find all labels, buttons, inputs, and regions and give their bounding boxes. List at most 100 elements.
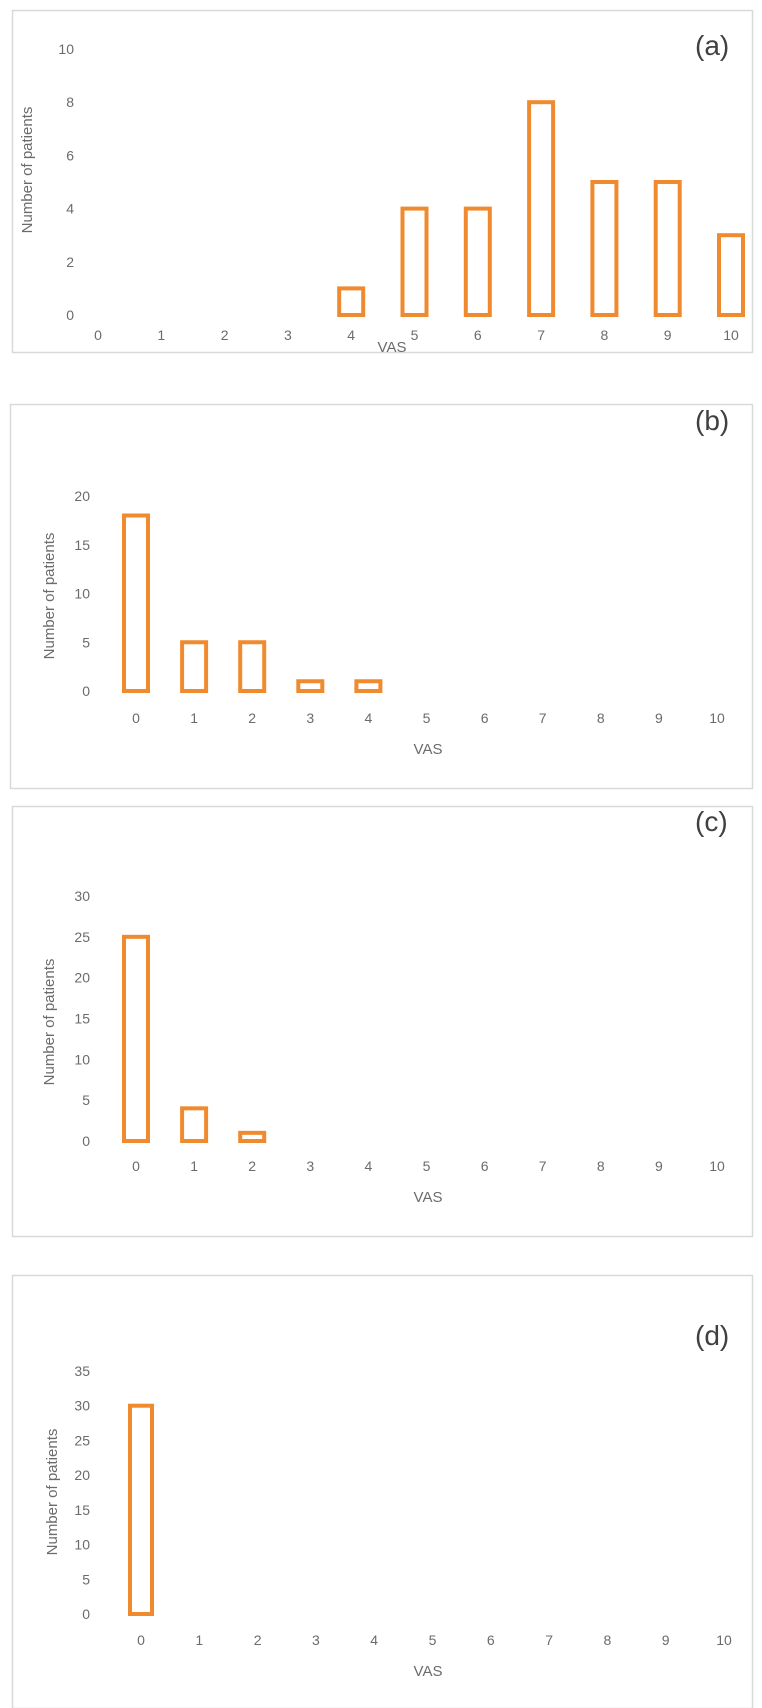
- y-tick-label: 8: [66, 94, 74, 110]
- bar-0: [122, 934, 150, 1143]
- bar-6: [463, 206, 492, 318]
- x-tick-label: 10: [709, 710, 725, 726]
- y-tick-label: 25: [74, 929, 90, 945]
- y-tick-label: 10: [74, 1537, 90, 1553]
- y-tick-label: 10: [74, 1051, 90, 1067]
- y-tick-label: 0: [66, 307, 74, 323]
- x-tick-label: 2: [221, 327, 229, 343]
- x-tick-label: 7: [537, 327, 545, 343]
- bar-2: [238, 1130, 267, 1144]
- y-tick-label: 20: [74, 1467, 90, 1483]
- chart-panel-d: (d) 0 5 10 15 20 25 30 35 Number of patients 0 1 2 3 4…: [11, 1274, 754, 1708]
- bar-1: [180, 1106, 209, 1144]
- chart-frame: [9, 403, 754, 790]
- x-tick-label: 9: [662, 1632, 670, 1648]
- bar-7: [527, 100, 556, 317]
- y-axis-title: Number of patients: [44, 1429, 61, 1556]
- y-tick-label: 30: [74, 1398, 90, 1414]
- y-tick-label: 15: [74, 537, 90, 553]
- y-tick-label: 5: [82, 1571, 90, 1587]
- y-tick-label: 30: [74, 888, 90, 904]
- x-axis-title: VAS: [414, 741, 443, 758]
- bar-10: [717, 233, 745, 317]
- bar-0: [128, 1403, 154, 1616]
- y-tick-label: 35: [74, 1363, 90, 1379]
- y-tick-label: 2: [66, 254, 74, 270]
- x-tick-label: 3: [284, 327, 292, 343]
- y-tick-label: 4: [66, 201, 74, 217]
- x-tick-label: 9: [655, 1158, 663, 1174]
- x-tick-label: 2: [248, 710, 256, 726]
- x-tick-label: 1: [190, 1158, 198, 1174]
- y-tick-label: 20: [74, 488, 90, 504]
- panel-label: (c): [695, 806, 728, 837]
- x-tick-label: 6: [474, 327, 482, 343]
- bar-2: [238, 640, 267, 693]
- x-tick-label: 1: [195, 1632, 203, 1648]
- y-tick-label: 5: [82, 634, 90, 650]
- y-axis-title: Number of patients: [19, 107, 36, 234]
- panel-label: (d): [695, 1320, 729, 1351]
- bar-5: [400, 206, 429, 318]
- chart-panel-b: (b) 0 5 10 15 20 Number of patients 0 1 2 3 4 5 6 7 8 9 1…: [9, 403, 754, 790]
- y-tick-label: 25: [74, 1432, 90, 1448]
- x-tick-label: 5: [423, 1158, 431, 1174]
- panel-label: (a): [695, 30, 729, 61]
- y-tick-label: 10: [58, 41, 74, 57]
- y-tick-label: 0: [82, 1133, 90, 1149]
- x-tick-label: 6: [481, 710, 489, 726]
- x-tick-label: 5: [411, 327, 419, 343]
- x-tick-label: 0: [132, 710, 140, 726]
- x-tick-label: 7: [539, 710, 547, 726]
- x-tick-label: 4: [347, 327, 355, 343]
- bar-4: [337, 286, 366, 317]
- chart-frame: [11, 9, 754, 354]
- y-axis-title: Number of patients: [41, 533, 58, 660]
- x-tick-label: 5: [429, 1632, 437, 1648]
- y-axis-title: Number of patients: [41, 959, 58, 1086]
- x-tick-label: 9: [655, 710, 663, 726]
- x-tick-label: 6: [487, 1632, 495, 1648]
- x-tick-label: 3: [306, 1158, 314, 1174]
- chart-panel-a: (a) 0 2 4 6 8 10 Number of patients 0 1 2 3 4 5 6 7 8 9 10…: [11, 9, 754, 356]
- x-tick-label: 3: [306, 710, 314, 726]
- bar-8: [590, 180, 619, 317]
- x-tick-label: 2: [254, 1632, 262, 1648]
- x-tick-label: 7: [539, 1158, 547, 1174]
- x-tick-label: 9: [664, 327, 672, 343]
- x-tick-label: 4: [365, 710, 373, 726]
- chart-frame: [11, 805, 754, 1238]
- bar-4: [354, 679, 383, 693]
- x-tick-label: 5: [423, 710, 431, 726]
- x-tick-label: 10: [709, 1158, 725, 1174]
- x-tick-label: 0: [94, 327, 102, 343]
- x-tick-label: 0: [137, 1632, 145, 1648]
- bar-0: [122, 513, 150, 693]
- x-tick-label: 8: [604, 1632, 612, 1648]
- panel-label: (b): [695, 405, 729, 436]
- x-tick-label: 1: [190, 710, 198, 726]
- y-tick-label: 5: [82, 1092, 90, 1108]
- y-tick-label: 10: [74, 586, 90, 602]
- x-axis-title: VAS: [378, 339, 407, 356]
- x-tick-label: 8: [597, 710, 605, 726]
- x-tick-label: 6: [481, 1158, 489, 1174]
- chart-frame: [11, 1274, 754, 1708]
- x-axis-title: VAS: [414, 1189, 443, 1206]
- x-tick-label: 8: [601, 327, 609, 343]
- bar-3: [296, 679, 325, 693]
- x-tick-label: 7: [545, 1632, 553, 1648]
- y-tick-label: 15: [74, 1011, 90, 1027]
- y-tick-label: 6: [66, 147, 74, 163]
- bar-9: [653, 180, 682, 317]
- x-tick-label: 4: [365, 1158, 373, 1174]
- x-tick-label: 1: [157, 327, 165, 343]
- x-axis-title: VAS: [414, 1663, 443, 1680]
- y-tick-label: 0: [82, 1606, 90, 1622]
- chart-panel-c: (c) 0 5 10 15 20 25 30 Number of patients 0 1 2 3 4 5 6…: [11, 805, 754, 1238]
- y-tick-label: 15: [74, 1502, 90, 1518]
- x-tick-label: 2: [248, 1158, 256, 1174]
- bar-1: [180, 640, 209, 693]
- x-tick-label: 3: [312, 1632, 320, 1648]
